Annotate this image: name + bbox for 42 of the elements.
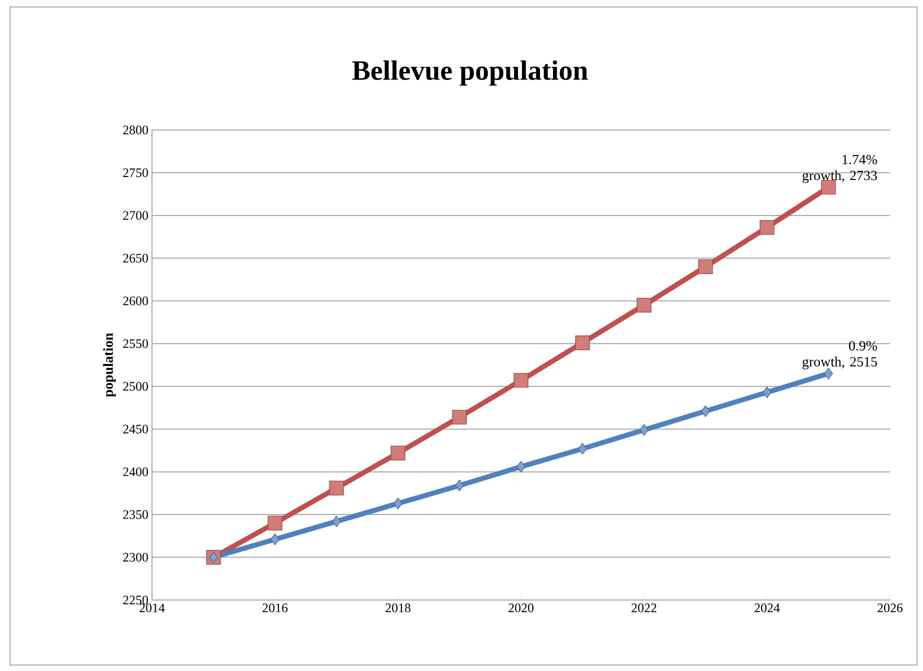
point [209,551,218,564]
point [578,442,587,455]
y-axis-title: population [103,333,116,397]
x-tick-label: 2018 [386,604,410,612]
point [268,516,282,530]
y-tick-label: 2500 [123,382,148,391]
point [394,498,402,510]
chart-title: Bellevue population [352,60,588,86]
annotation: 0.9% growth, 2515 [802,341,878,370]
y-tick-label: 2550 [123,339,148,348]
x-tick-label: 2020 [508,604,534,612]
point [455,480,464,492]
y-tick-label: 2450 [123,424,148,434]
y-tick-label: 2800 [123,126,148,134]
y-tick-label: 2600 [123,296,148,306]
point [516,460,526,472]
point [270,534,280,546]
point [452,410,467,424]
x-tick-label: 2014 [140,604,165,612]
point [760,220,774,235]
x-tick-label: 2024 [754,604,780,612]
y-tick-label: 2400 [123,467,148,476]
y-tick-label: 2350 [123,510,148,519]
y-tick-label: 2750 [123,168,148,178]
x-tick-label: 2026 [878,604,903,612]
point [332,516,341,528]
point [575,335,590,350]
point [640,424,648,436]
y-tick-label: 2250 [123,596,148,604]
point [390,446,406,460]
point [329,480,344,496]
annotation: 1.74% growth, 2733 [802,154,878,184]
point [636,298,652,312]
point [514,373,528,388]
point [701,405,710,417]
point [698,259,713,274]
x-tick-label: 2022 [632,604,656,612]
y-tick-label: 2700 [123,211,148,220]
point [762,386,772,398]
y-tick-label: 2300 [123,552,148,562]
y-tick-label: 2650 [123,254,148,263]
x-tick-label: 2016 [262,604,288,612]
